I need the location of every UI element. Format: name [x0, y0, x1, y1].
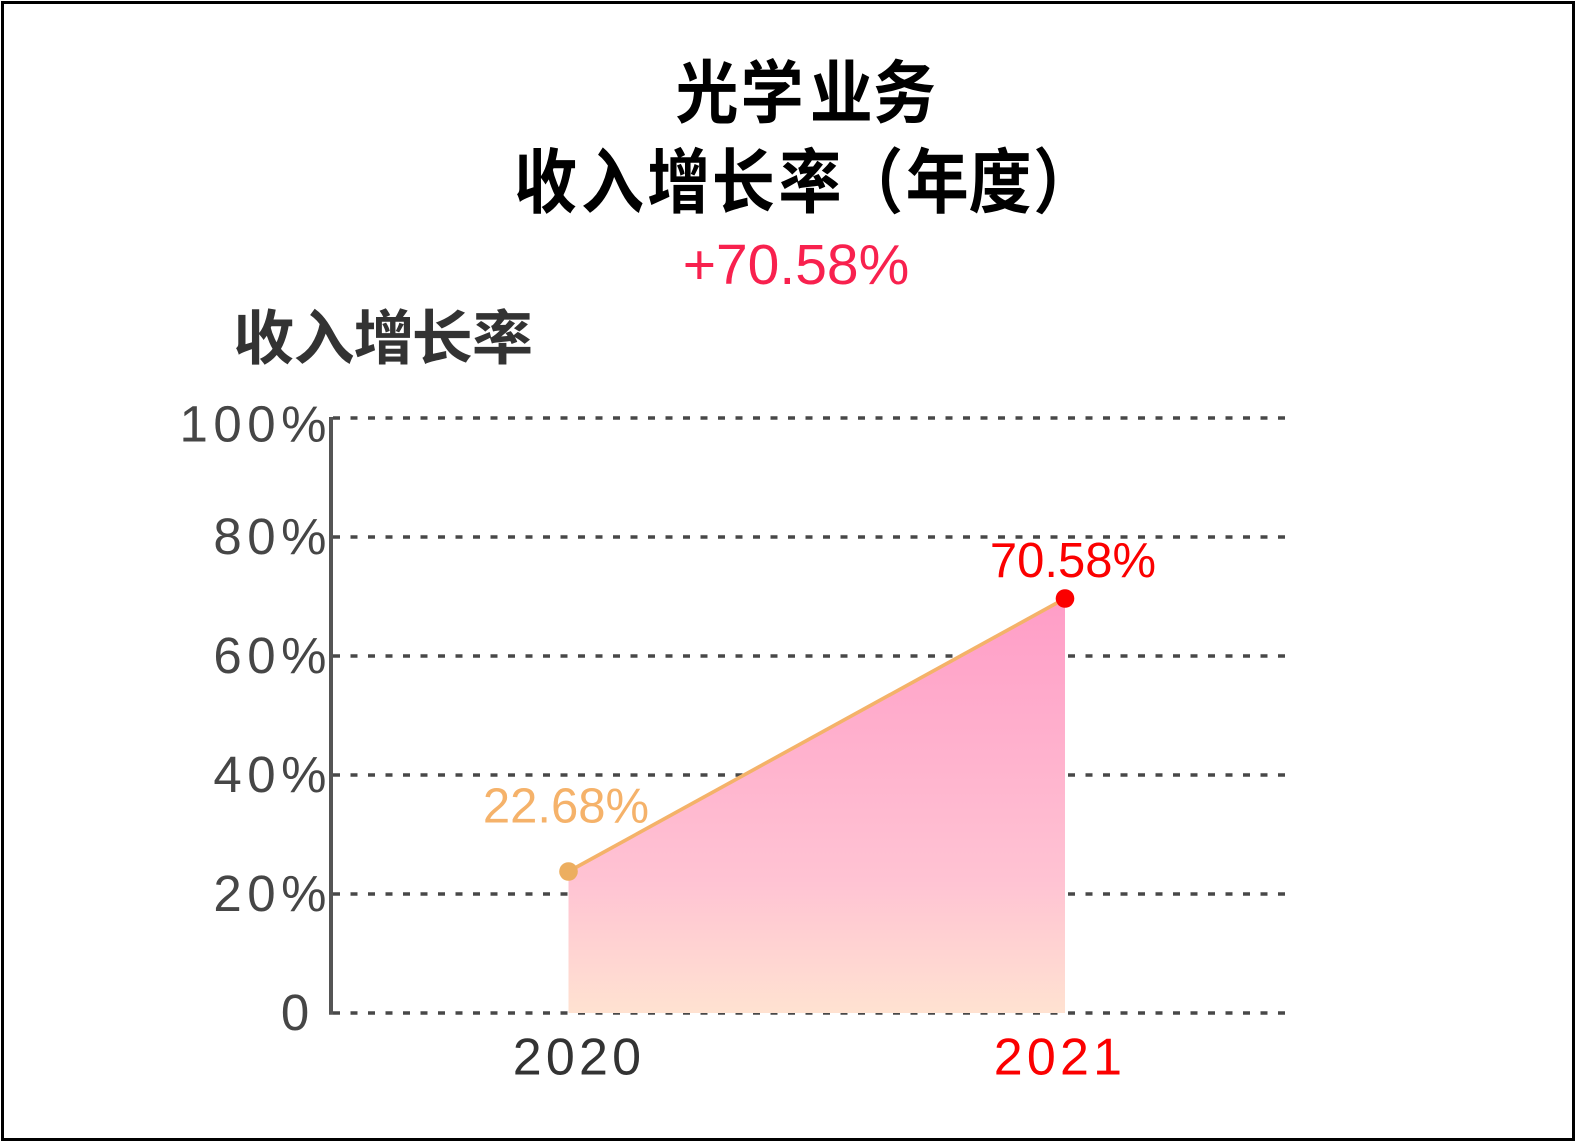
svg-text:80%: 80%: [213, 508, 332, 565]
svg-text:60%: 60%: [213, 627, 332, 684]
svg-text:40%: 40%: [213, 746, 332, 803]
svg-text:100%: 100%: [180, 396, 332, 453]
svg-text:0: 0: [281, 984, 315, 1041]
svg-text:20%: 20%: [213, 865, 332, 922]
svg-text:2021: 2021: [994, 1029, 1126, 1087]
svg-text:70.58%: 70.58%: [990, 534, 1156, 588]
svg-text:+70.58%: +70.58%: [683, 233, 910, 297]
svg-text:2020: 2020: [513, 1029, 645, 1087]
svg-text:22.68%: 22.68%: [483, 780, 649, 834]
